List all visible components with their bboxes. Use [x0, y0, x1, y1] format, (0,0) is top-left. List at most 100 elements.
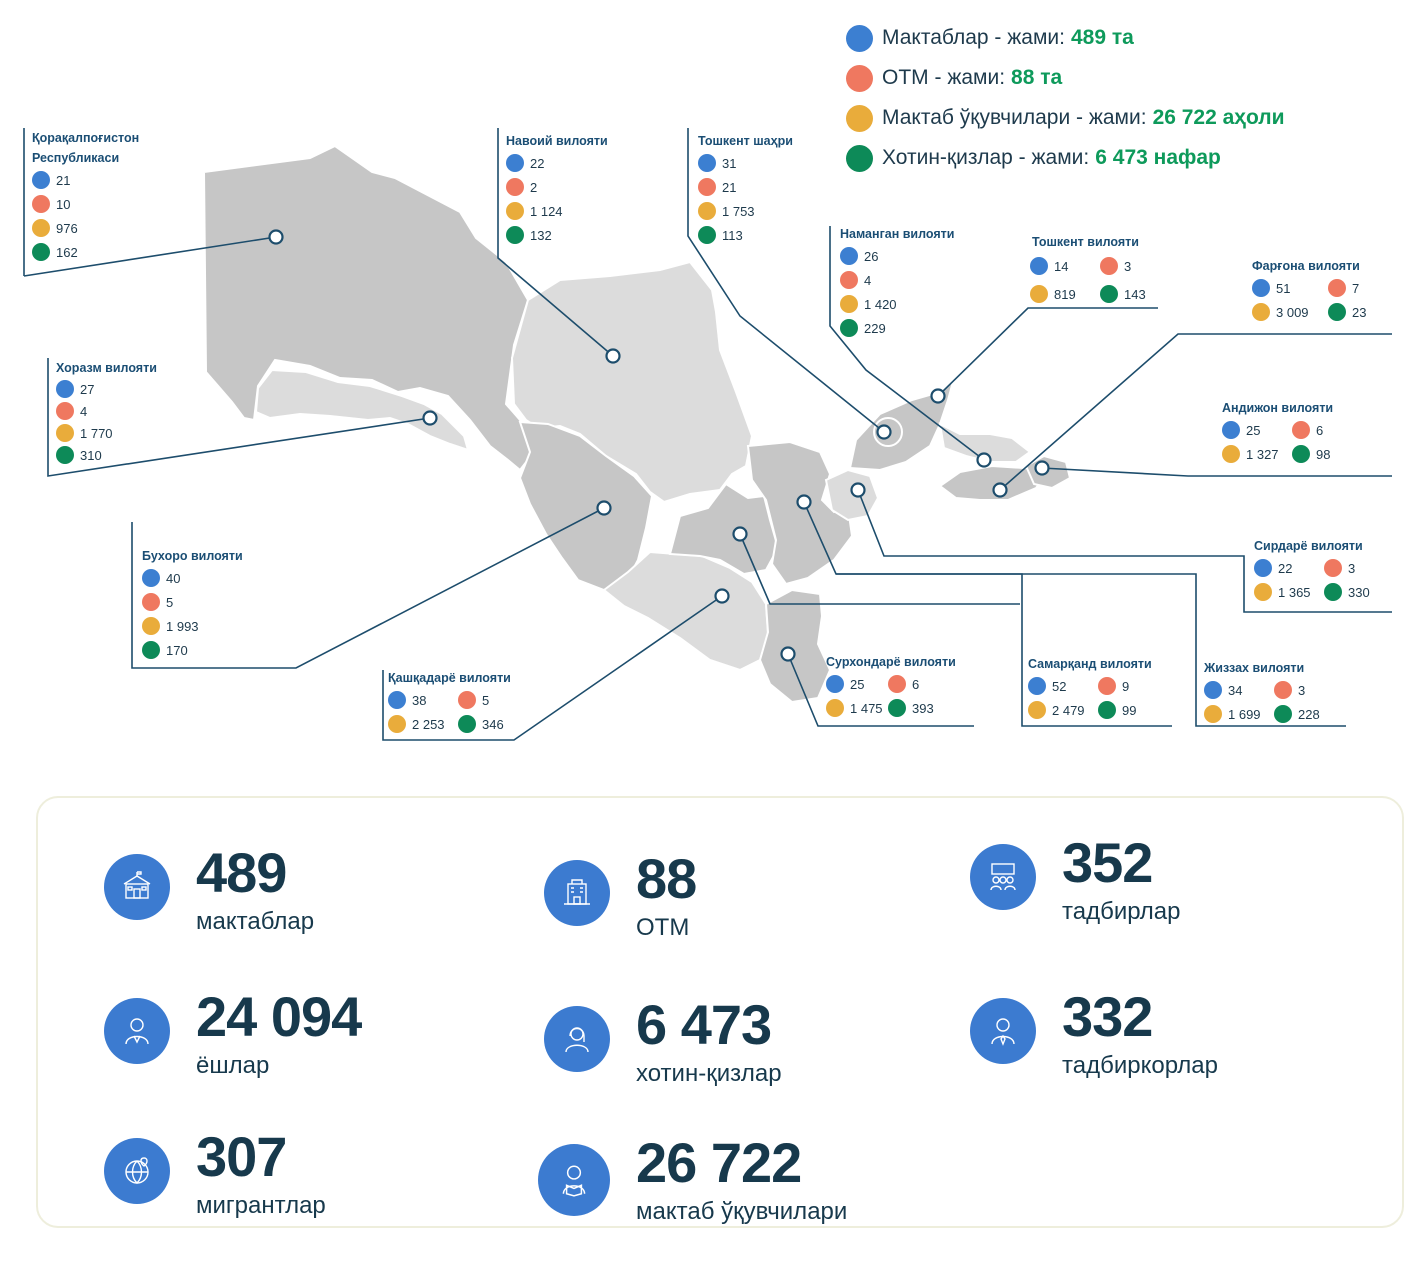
region-row-1: 22 3 — [1254, 556, 1394, 580]
region-women: 170 — [142, 638, 243, 662]
region-row-1: 51 7 — [1252, 276, 1398, 300]
schools-dot — [1028, 677, 1046, 695]
leader-tashkent-city — [687, 128, 885, 433]
region-women-value: 310 — [80, 447, 102, 463]
region-pupils: 1 124 — [506, 199, 608, 223]
legend-item-women: Хотин-қизлар - жами: 6 473 нафар — [846, 138, 1285, 178]
leader-surkhandarya — [787, 653, 974, 727]
region-row-1: 38 5 — [388, 688, 528, 712]
stats-panel: 489 мактаблар 88 ОТМ 352 тадбирлар 24 — [36, 796, 1404, 1228]
pin-tashkent-region[interactable] — [930, 388, 946, 404]
map-region-karakalpakstan[interactable] — [202, 144, 536, 472]
legend-value: 88 та — [1011, 66, 1063, 89]
region-title: Наманган вилояти — [840, 227, 955, 241]
region-women: 132 — [506, 223, 608, 247]
map-region-surkhandarya[interactable] — [758, 588, 832, 704]
leader-tashkent-region — [937, 307, 1158, 397]
region-block-tashkent-city[interactable]: Тошкент шаҳри 31 21 1 753 113 — [698, 131, 793, 247]
region-row-2: 2 253 346 — [388, 712, 528, 736]
entrepreneur-icon — [970, 998, 1036, 1064]
region-schools: 26 — [840, 244, 954, 268]
region-schools-value: 22 — [530, 155, 545, 171]
legend-label: Мактаб ўқувчилари - жами: — [882, 106, 1147, 129]
map-region-jizzakh[interactable] — [746, 440, 854, 586]
region-pupils: 1 770 — [56, 422, 157, 444]
stat-value: 88 — [636, 847, 697, 910]
region-women-value: 228 — [1298, 706, 1320, 722]
map-region-khorezm[interactable] — [254, 368, 470, 452]
pupils-dot — [1030, 285, 1048, 303]
stat-label: тадбиркорлар — [1062, 1052, 1218, 1079]
leader-fergana — [999, 333, 1392, 491]
region-women-value: 98 — [1316, 446, 1331, 462]
pin-namangan[interactable] — [976, 452, 992, 468]
pin-jizzakh[interactable] — [732, 526, 748, 542]
region-block-khorezm[interactable]: Хоразм вилояти 27 4 1 770 310 — [56, 358, 157, 466]
stat-value: 332 — [1062, 985, 1153, 1048]
region-block-jizzakh[interactable]: Жиззах вилояти 34 3 1 699 228 — [1204, 658, 1344, 726]
otm-dot — [56, 402, 74, 420]
women-dot — [1292, 445, 1310, 463]
pupils-dot — [32, 219, 50, 237]
leader-navoi — [497, 128, 614, 357]
legend-item-pupils: Мактаб ўқувчилари - жами: 26 722 аҳоли — [846, 98, 1285, 138]
region-block-kashkadarya[interactable]: Қашқадарё вилояти 38 5 2 253 346 — [388, 668, 528, 736]
map-region-namangan[interactable] — [938, 422, 1032, 463]
region-block-andijan[interactable]: Андижон вилояти 25 6 1 327 98 — [1222, 398, 1362, 466]
events-icon — [970, 844, 1036, 910]
region-block-surkhandarya[interactable]: Сурхондарё вилояти 25 6 1 475 393 — [826, 652, 958, 720]
region-row-1: 25 6 — [826, 672, 958, 696]
pin-khorezm[interactable] — [422, 410, 438, 426]
pin-bukhara[interactable] — [596, 500, 612, 516]
region-schools-value: 40 — [166, 570, 181, 586]
leader-khorezm — [47, 358, 431, 477]
pin-fergana[interactable] — [992, 482, 1008, 498]
otm-dot — [840, 271, 858, 289]
region-otm-value: 4 — [80, 403, 88, 419]
region-pupils-value: 1 993 — [166, 618, 199, 634]
region-title: Навоий вилояти — [506, 134, 608, 148]
region-schools-value: 14 — [1054, 258, 1069, 274]
otm-dot — [1100, 257, 1118, 275]
legend-dot-otm — [846, 64, 873, 92]
pupils-dot — [142, 617, 160, 635]
otm-dot — [142, 593, 160, 611]
region-row-1: 25 6 — [1222, 418, 1362, 442]
pupils-dot — [1252, 303, 1270, 321]
stat-label: ОТМ — [636, 914, 690, 941]
region-otm-value: 7 — [1352, 280, 1360, 296]
pin-karakalpakstan[interactable] — [268, 229, 284, 245]
pin-surkhandarya[interactable] — [780, 646, 796, 662]
pin-tashkent-city[interactable] — [876, 424, 892, 440]
map-region-tashkent-region[interactable] — [848, 374, 956, 472]
region-schools-value: 27 — [80, 381, 95, 397]
region-block-samarkand[interactable]: Самарқанд вилояти 52 9 2 479 99 — [1028, 654, 1168, 722]
region-otm-value: 5 — [482, 692, 490, 708]
pin-andijan[interactable] — [1034, 460, 1050, 476]
pin-kashkadarya[interactable] — [714, 588, 730, 604]
region-block-namangan[interactable]: Наманган вилояти 26 4 1 420 229 — [840, 224, 954, 340]
region-block-tashkent-region[interactable]: Тошкент вилояти 14 3 819 143 — [1030, 232, 1170, 308]
region-block-syrdarya[interactable]: Сирдарё вилояти 22 3 1 365 330 — [1254, 536, 1394, 604]
region-pupils: 1 420 — [840, 292, 954, 316]
region-block-fergana[interactable]: Фарғона вилояти 51 7 3 009 23 — [1252, 256, 1398, 324]
region-otm-value: 3 — [1348, 560, 1356, 576]
region-block-bukhara[interactable]: Бухоро вилояти 40 5 1 993 170 — [142, 546, 243, 662]
region-pupils: 976 — [32, 216, 182, 240]
region-block-navoi[interactable]: Навоий вилояти 22 2 1 124 132 — [506, 131, 608, 247]
pin-syrdarya[interactable] — [850, 482, 866, 498]
region-women-value: 330 — [1348, 584, 1370, 600]
pin-navoi[interactable] — [605, 348, 621, 364]
region-title: Қорақалпоғистон Республикаси — [32, 131, 140, 165]
pin-samarkand[interactable] — [796, 494, 812, 510]
region-block-karakalpakstan[interactable]: Қорақалпоғистон Республикаси 21 10 976 1… — [32, 128, 182, 264]
region-title: Андижон вилояти — [1222, 401, 1334, 415]
region-otm-value: 3 — [1124, 258, 1132, 274]
otm-dot — [1274, 681, 1292, 699]
region-schools-value: 51 — [1276, 280, 1291, 296]
region-women-value: 162 — [56, 244, 78, 260]
region-women-value: 229 — [864, 320, 886, 336]
stat-value: 352 — [1062, 831, 1153, 894]
otm-dot — [458, 691, 476, 709]
region-pupils-value: 1 699 — [1228, 706, 1261, 722]
